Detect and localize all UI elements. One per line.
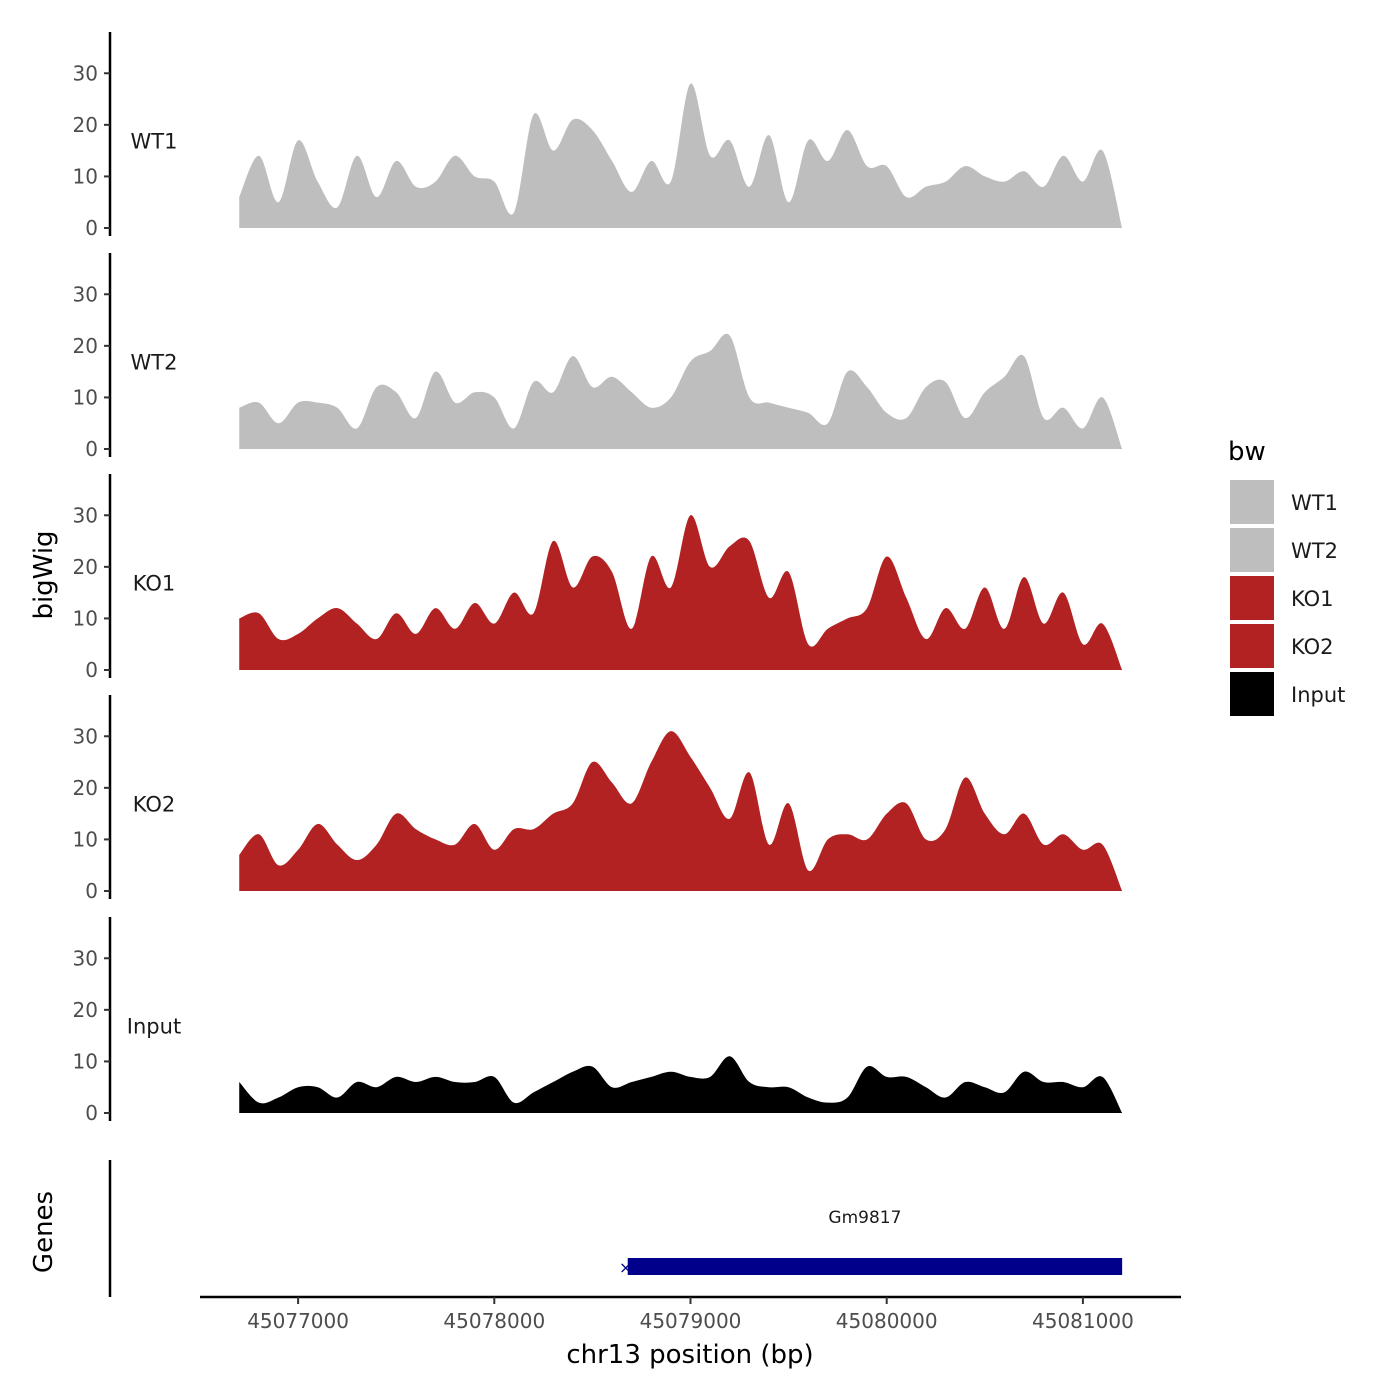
y-tick-label: 10 [73, 1049, 98, 1073]
x-tick-label: 45081000 [1032, 1309, 1134, 1333]
x-tick-label: 45078000 [443, 1309, 545, 1333]
track-ko2: 0 10 20 30 KO2 [73, 695, 1123, 903]
legend-item-input: Input [1230, 672, 1345, 716]
y-tick-label: 10 [73, 385, 98, 409]
track-label: WT2 [131, 350, 178, 374]
gene-track: × Gm9817 [108, 1160, 1123, 1297]
y-tick-label: 0 [85, 658, 98, 682]
legend-item-ko1: KO1 [1230, 576, 1334, 620]
area-input [239, 1056, 1123, 1113]
y-tick-label: 20 [73, 113, 98, 137]
y-tick-label: 30 [73, 724, 98, 748]
legend: bw WT1 WT2 KO1 KO2 Input [1228, 437, 1345, 716]
gene-start-marker: × [619, 1258, 632, 1277]
y-tick-label: 30 [73, 61, 98, 85]
track-label: KO1 [133, 571, 176, 595]
y-tick-label: 20 [73, 998, 98, 1022]
track-label: Input [127, 1014, 181, 1038]
y-tick-label: 30 [73, 282, 98, 306]
legend-label: WT1 [1291, 491, 1338, 515]
y-tick-label: 10 [73, 606, 98, 630]
legend-label: WT2 [1291, 539, 1338, 563]
legend-label: KO1 [1291, 587, 1334, 611]
track-wt1: 0 10 20 30 WT1 [73, 32, 1123, 240]
genes-axis-title: Genes [29, 1191, 59, 1273]
y-tick-label: 30 [73, 946, 98, 970]
y-tick-label: 10 [73, 827, 98, 851]
y-tick-label: 20 [73, 776, 98, 800]
area-wt1 [239, 83, 1123, 228]
x-tick-label: 45079000 [640, 1309, 742, 1333]
y-tick-label: 30 [73, 503, 98, 527]
y-tick-label: 20 [73, 555, 98, 579]
track-ko1: 0 10 20 30 KO1 [73, 474, 1123, 682]
gene-label: Gm9817 [828, 1208, 901, 1228]
bigwig-tracks: 0 10 20 30 WT1 0 10 20 30 WT2 0 10 20 30 KO1 0 10 20 30 KO2… [73, 32, 1123, 1125]
legend-swatch [1230, 480, 1274, 524]
legend-item-wt1: WT1 [1230, 480, 1338, 524]
legend-swatch [1230, 576, 1274, 620]
gene-body [627, 1258, 1123, 1275]
x-tick-label: 45077000 [247, 1309, 349, 1333]
legend-swatch [1230, 672, 1274, 716]
legend-title: bw [1228, 437, 1266, 467]
y-tick-label: 0 [85, 879, 98, 903]
y-tick-label: 0 [85, 1101, 98, 1125]
y-tick-label: 10 [73, 164, 98, 188]
legend-label: Input [1291, 683, 1345, 707]
y-axis-title: bigWig [29, 530, 59, 619]
legend-item-wt2: WT2 [1230, 528, 1338, 572]
area-ko1 [239, 515, 1123, 670]
track-input: 0 10 20 30 Input [73, 917, 1123, 1125]
legend-label: KO2 [1291, 635, 1334, 659]
legend-swatch [1230, 528, 1274, 572]
track-wt2: 0 10 20 30 WT2 [73, 253, 1123, 461]
legend-swatch [1230, 624, 1274, 668]
y-tick-label: 20 [73, 334, 98, 358]
y-tick-label: 0 [85, 216, 98, 240]
x-axis-title: chr13 position (bp) [566, 1340, 813, 1370]
track-label: KO2 [133, 792, 176, 816]
area-wt2 [239, 333, 1123, 449]
y-tick-label: 0 [85, 437, 98, 461]
x-tick-label: 45080000 [836, 1309, 938, 1333]
x-axis: 45077000 45078000 45079000 45080000 45081000 [200, 1295, 1181, 1333]
area-ko2 [239, 731, 1123, 891]
track-label: WT1 [131, 129, 178, 153]
legend-item-ko2: KO2 [1230, 624, 1334, 668]
